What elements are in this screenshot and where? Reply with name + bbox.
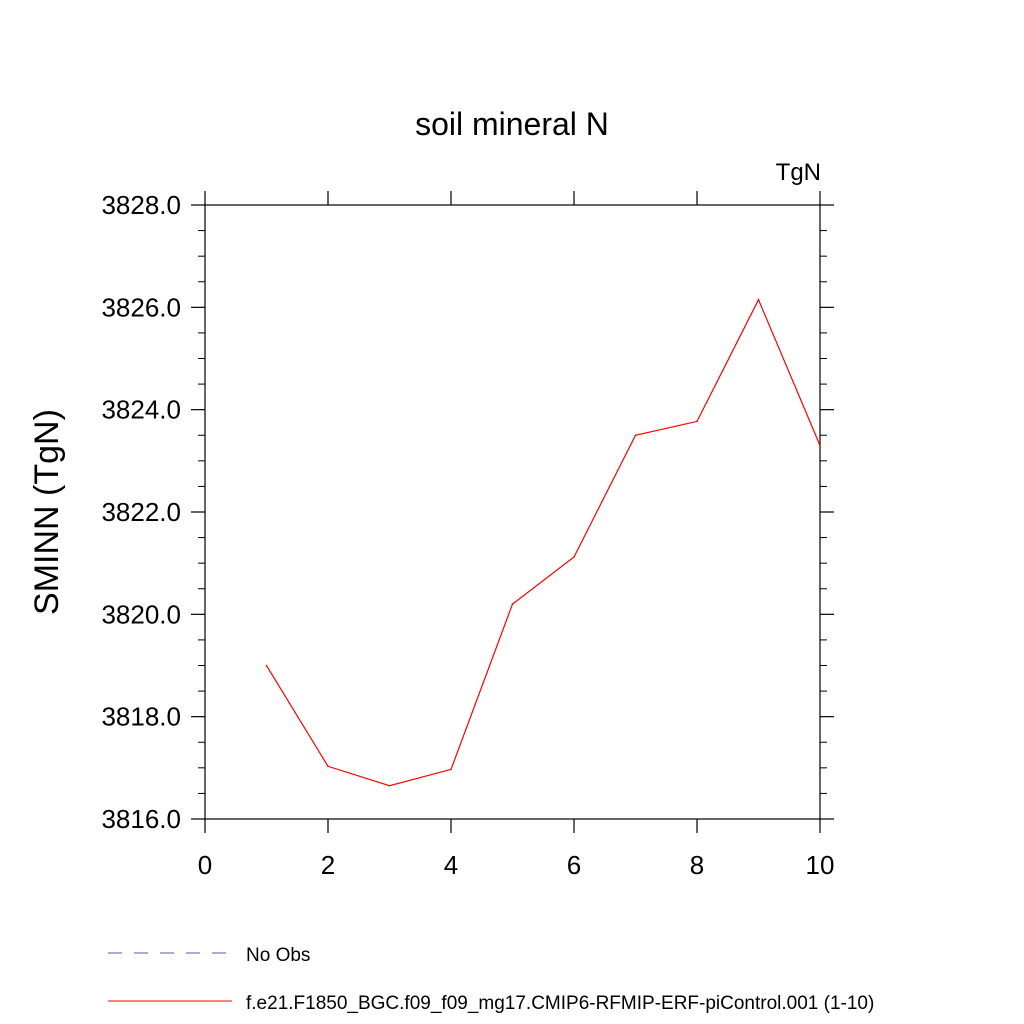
y-tick-label: 3816.0 [101, 804, 181, 834]
data-point [450, 768, 452, 771]
data-point [819, 444, 821, 447]
x-tick-label: 0 [198, 850, 212, 880]
data-point [696, 420, 698, 423]
x-tick-label: 10 [806, 850, 835, 880]
y-tick-label: 3824.0 [101, 395, 181, 425]
legend-label: No Obs [246, 945, 310, 966]
y-tick-label: 3818.0 [101, 702, 181, 732]
legend-label: f.e21.F1850_BGC.f09_f09_mg17.CMIP6-RFMIP… [246, 993, 874, 1014]
data-point [511, 603, 514, 605]
data-point [388, 784, 391, 787]
series-line [265, 298, 821, 787]
legend: No Obs f.e21.F1850_BGC.f09_f09_mg17.CMIP6… [108, 945, 874, 1014]
series-group [265, 298, 821, 787]
data-point [327, 765, 329, 768]
units-label: TgN [776, 159, 821, 186]
y-tick-label: 3828.0 [101, 190, 181, 220]
data-point [634, 434, 637, 437]
y-tick-label: 3820.0 [101, 599, 181, 629]
y-tick-label: 3822.0 [101, 497, 181, 527]
y-tick-label: 3826.0 [101, 292, 181, 322]
x-tick-label: 4 [444, 850, 458, 880]
axes-group: 0 2 4 6 8 10 3816.0 3818.0 3820.0 3822.0 3824.0 382… [101, 190, 834, 880]
chart-title: soil mineral N [415, 106, 609, 142]
data-point [265, 664, 268, 667]
data-point [757, 298, 760, 301]
x-tick-label: 8 [690, 850, 704, 880]
x-tick-label: 2 [321, 850, 335, 880]
plot-frame [204, 204, 821, 820]
data-point [573, 556, 575, 558]
y-axis-label: SMINN (TgN) [28, 409, 66, 615]
x-tick-label: 6 [567, 850, 581, 880]
